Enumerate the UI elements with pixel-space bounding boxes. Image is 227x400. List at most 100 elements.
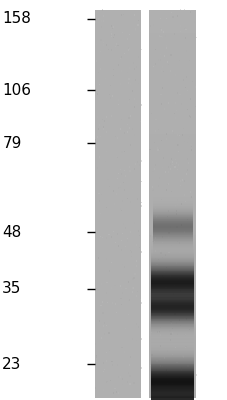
Bar (149, 103, 195, 111)
Bar (151, 394, 193, 395)
Bar (151, 348, 193, 349)
Bar (112, 190, 114, 192)
Bar (151, 312, 193, 313)
Bar (110, 30, 111, 32)
Bar (184, 335, 185, 336)
Bar (154, 250, 155, 252)
Bar (151, 370, 193, 372)
Bar (170, 163, 171, 165)
Bar (190, 146, 191, 148)
Bar (119, 208, 120, 210)
Bar (127, 124, 128, 126)
Bar (195, 374, 196, 376)
Bar (109, 94, 110, 95)
Bar (151, 328, 193, 329)
Bar (171, 354, 173, 356)
Bar (164, 171, 165, 173)
Bar (165, 18, 166, 20)
Bar (123, 351, 124, 353)
Bar (96, 288, 97, 290)
Bar (152, 198, 192, 199)
Bar (162, 277, 163, 279)
Bar (119, 58, 121, 59)
Bar (180, 185, 182, 186)
Bar (151, 395, 193, 396)
Bar (167, 171, 168, 173)
Bar (137, 20, 138, 21)
Bar (127, 300, 128, 302)
Bar (94, 10, 141, 398)
Bar (111, 236, 112, 238)
Bar (120, 128, 121, 130)
Bar (128, 34, 130, 36)
Bar (111, 302, 113, 304)
Bar (151, 286, 193, 287)
Bar (151, 306, 193, 307)
Bar (188, 115, 189, 117)
Bar (151, 283, 193, 284)
Bar (168, 252, 169, 253)
Bar (152, 241, 192, 242)
Bar (186, 158, 188, 160)
Bar (156, 215, 157, 216)
Bar (152, 240, 153, 242)
Bar (151, 310, 193, 311)
Bar (105, 131, 106, 133)
Bar (97, 289, 98, 290)
Bar (151, 249, 193, 250)
Bar (180, 360, 181, 362)
Bar (141, 202, 142, 203)
Bar (165, 374, 166, 376)
Bar (166, 281, 167, 283)
Bar (170, 322, 171, 324)
Bar (158, 35, 160, 37)
Bar (172, 16, 173, 18)
Bar (101, 301, 102, 302)
Bar (149, 204, 195, 212)
Bar (114, 34, 115, 36)
Bar (157, 185, 158, 186)
Bar (171, 164, 172, 165)
Bar (186, 219, 187, 220)
Bar (151, 267, 193, 268)
Bar (132, 278, 133, 280)
Bar (152, 207, 192, 208)
Bar (169, 276, 170, 277)
Bar (151, 313, 193, 314)
Bar (150, 277, 151, 278)
Bar (119, 285, 121, 287)
Bar (161, 257, 162, 258)
Bar (149, 328, 195, 336)
Bar (99, 158, 100, 159)
Bar (137, 198, 138, 200)
Bar (151, 335, 193, 336)
Bar (167, 216, 168, 217)
Bar (177, 278, 178, 279)
Bar (151, 306, 193, 307)
Bar (190, 149, 191, 151)
Bar (163, 357, 164, 359)
Bar (151, 392, 193, 393)
Bar (166, 308, 167, 310)
Bar (152, 226, 192, 227)
Bar (97, 136, 98, 138)
Bar (101, 283, 102, 285)
Bar (128, 127, 129, 129)
Bar (163, 27, 165, 28)
Bar (151, 380, 193, 381)
Bar (110, 361, 111, 362)
Bar (178, 377, 179, 379)
Bar (151, 301, 193, 302)
Bar (109, 350, 110, 351)
Bar (170, 55, 171, 57)
Bar (149, 158, 195, 165)
Bar (98, 18, 99, 20)
Bar (151, 304, 193, 305)
Bar (103, 369, 104, 370)
Bar (186, 109, 188, 110)
Bar (122, 182, 123, 183)
Bar (151, 272, 193, 273)
Bar (111, 25, 112, 27)
Bar (120, 184, 121, 185)
Bar (129, 170, 130, 172)
